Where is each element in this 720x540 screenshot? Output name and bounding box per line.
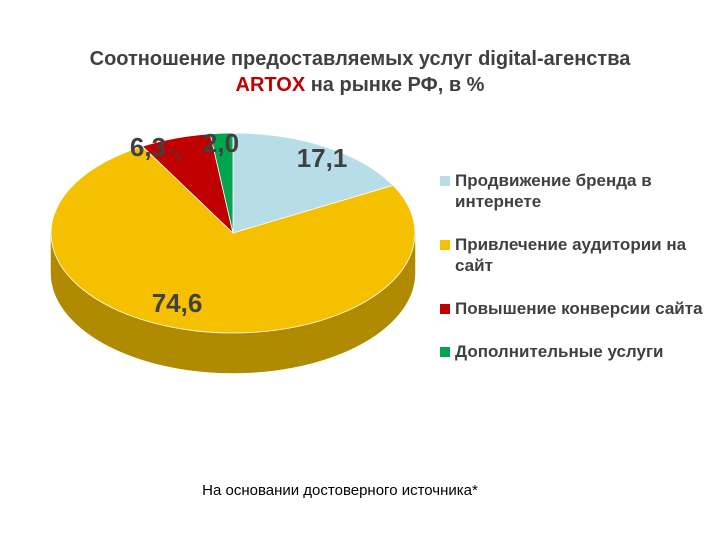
legend-swatch (440, 304, 450, 314)
legend-item: Привлечение аудитории на сайт (440, 234, 710, 276)
legend-item: Повышение конверсии сайта (440, 298, 710, 319)
chart-title-line2: ARTOX на рынке РФ, в % (40, 72, 680, 98)
legend: Продвижение бренда в интернете Привлечен… (440, 170, 710, 362)
legend-label: Дополнительные услуги (455, 342, 664, 361)
legend-label: Привлечение аудитории на сайт (455, 235, 687, 275)
data-label: 2,0 (203, 128, 239, 158)
brand-name: ARTOX (235, 74, 306, 96)
pie-chart: 17,1 74,6 6,3 2,0 (50, 128, 416, 374)
pie-slice (50, 145, 416, 334)
data-label: 74,6 (152, 288, 203, 318)
footnote: На основании достоверного источника* (202, 482, 478, 499)
data-label: 17,1 (297, 143, 348, 173)
legend-item: Дополнительные услуги (440, 341, 710, 362)
legend-swatch (440, 176, 450, 186)
leader-line (169, 149, 181, 161)
pie-slice (232, 132, 394, 234)
data-label: 6,3 (130, 132, 166, 162)
legend-item: Продвижение бренда в интернете (440, 170, 710, 212)
legend-label: Продвижение бренда в интернете (455, 171, 652, 211)
legend-swatch (440, 240, 450, 250)
pie-slice (209, 132, 234, 234)
legend-swatch (440, 347, 450, 357)
chart-title-line1: Соотношение предоставляемых услуг digita… (89, 48, 631, 70)
chart-title: Соотношение предоставляемых услуг digita… (40, 46, 680, 98)
chart-title-line2-rest: на рынке РФ, в % (305, 74, 485, 96)
legend-label: Повышение конверсии сайта (455, 299, 703, 318)
